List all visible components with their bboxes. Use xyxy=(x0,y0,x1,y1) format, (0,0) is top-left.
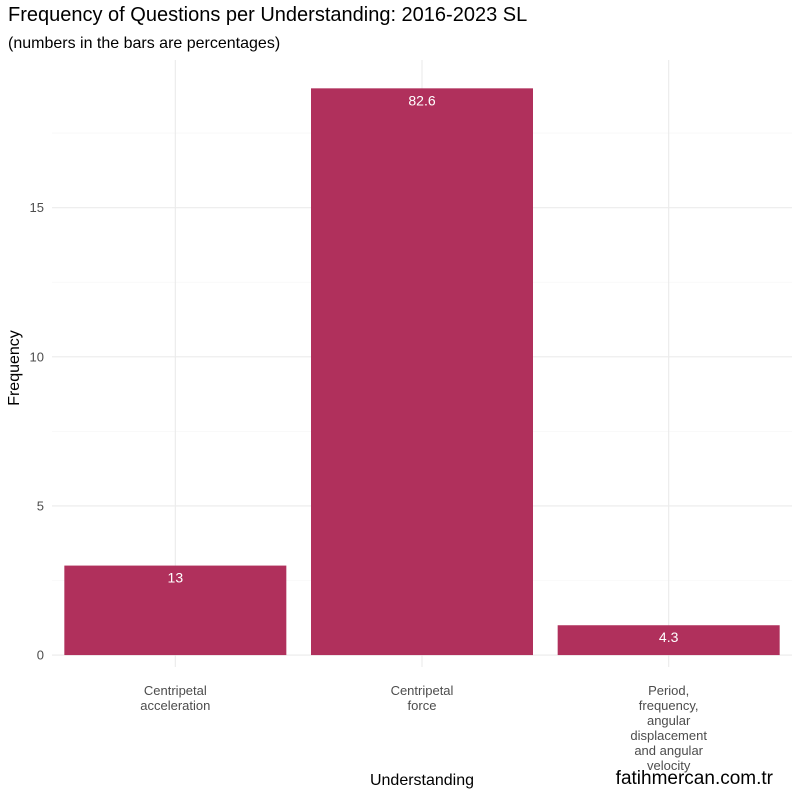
bar-value-label: 4.3 xyxy=(659,629,679,645)
bar-value-label: 82.6 xyxy=(408,92,435,108)
x-tick-label-line: velocity xyxy=(647,758,691,773)
x-tick-label-line: displacement xyxy=(630,728,707,743)
x-tick-label: Period, frequency, angular displacement and … xyxy=(630,683,707,773)
x-tick-label-line: angular xyxy=(647,713,691,728)
chart-subtitle: (numbers in the bars are percentages) xyxy=(8,35,281,52)
x-tick-label-line: Period, xyxy=(648,683,689,698)
bar xyxy=(64,565,287,656)
x-tick-label-line: Centripetal xyxy=(144,683,207,698)
bar-value-label: 13 xyxy=(168,570,184,586)
x-tick-label-line: and angular xyxy=(634,743,703,758)
chart-caption: fatihmercan.com.tr xyxy=(615,768,773,789)
x-tick-label-line: acceleration xyxy=(140,698,210,713)
x-tick-label-line: force xyxy=(408,698,437,713)
x-tick-label-line: frequency, xyxy=(639,698,699,713)
x-axis-label: Understanding xyxy=(369,772,475,789)
y-tick-label: 15 xyxy=(30,200,44,215)
y-tick-label: 10 xyxy=(30,349,44,364)
x-tick-label: Centripetal force xyxy=(391,683,454,713)
y-tick-label: 5 xyxy=(37,498,44,513)
x-tick-label: Centripetal acceleration xyxy=(140,683,210,713)
x-tick-label-line: Centripetal xyxy=(391,683,454,698)
y-tick-label: 0 xyxy=(37,648,44,663)
bar xyxy=(557,625,780,656)
bar xyxy=(311,88,533,656)
chart-title: Frequency of Questions per Understanding… xyxy=(8,4,528,26)
